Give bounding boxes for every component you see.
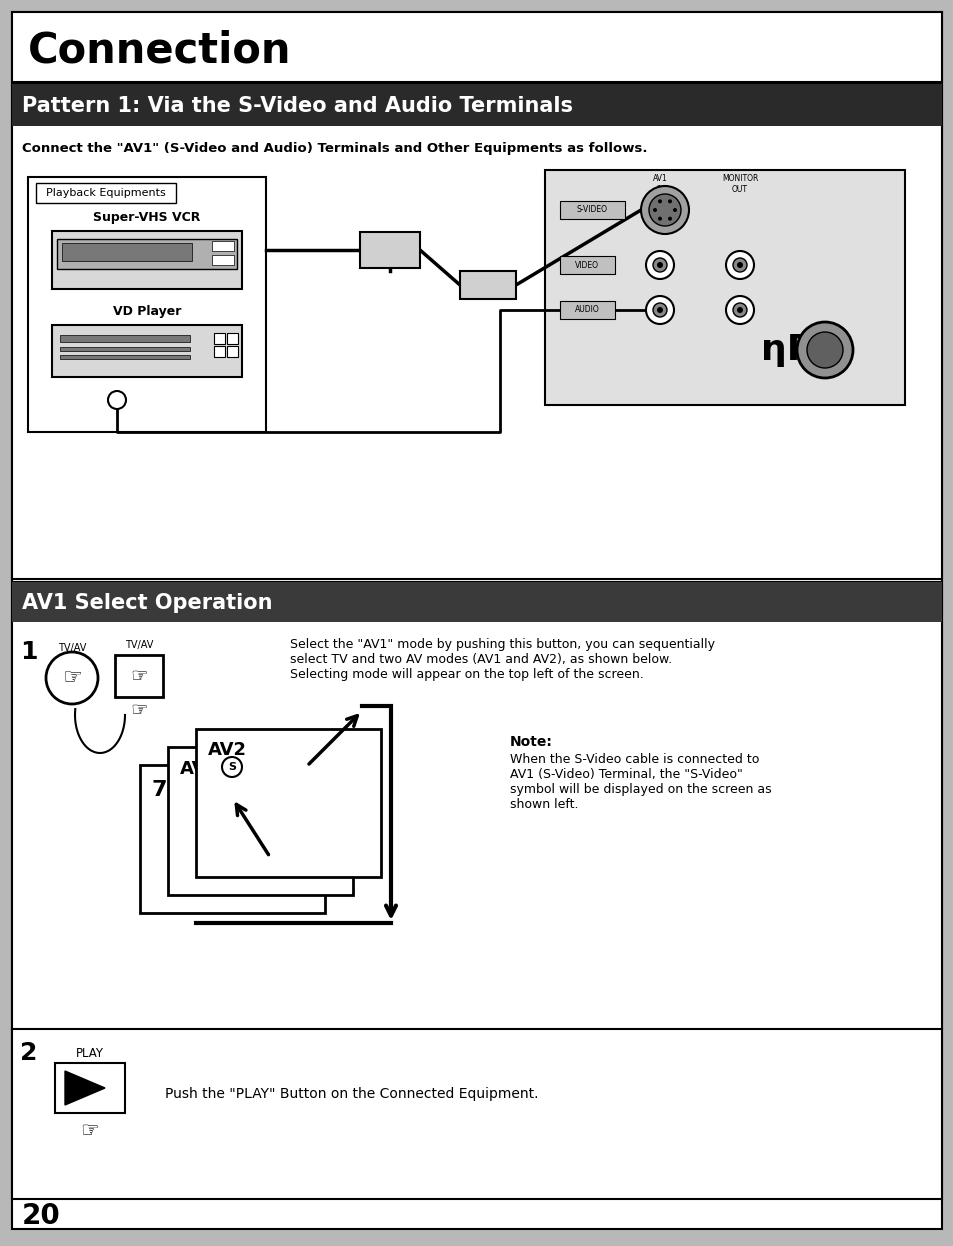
Text: MONITOR
OUT: MONITOR OUT: [721, 174, 758, 193]
Text: Playback Equipments: Playback Equipments: [46, 188, 166, 198]
Text: Connect the "AV1" (S-Video and Audio) Terminals and Other Equipments as follows.: Connect the "AV1" (S-Video and Audio) Te…: [22, 142, 647, 155]
Bar: [168, 748, 353, 895]
Circle shape: [667, 217, 671, 221]
Bar: [559, 302, 615, 319]
Bar: [60, 355, 190, 359]
Text: AV2: AV2: [208, 741, 247, 759]
Bar: [544, 169, 904, 405]
Text: ☞: ☞: [81, 1121, 99, 1141]
Circle shape: [652, 208, 657, 212]
Circle shape: [648, 194, 680, 226]
Bar: [12, 582, 941, 622]
Text: VD Player: VD Player: [112, 304, 181, 318]
Text: AV1: AV1: [180, 760, 219, 778]
Circle shape: [732, 303, 746, 316]
Text: 7: 7: [152, 780, 168, 800]
Bar: [559, 255, 615, 274]
Circle shape: [652, 303, 666, 316]
Circle shape: [672, 208, 677, 212]
Text: ☞: ☞: [131, 701, 148, 720]
Circle shape: [658, 217, 661, 221]
Circle shape: [658, 199, 661, 203]
Circle shape: [652, 258, 666, 272]
Text: S-VIDEO: S-VIDEO: [576, 206, 607, 214]
Bar: [57, 239, 236, 269]
Circle shape: [806, 331, 842, 368]
Bar: [28, 177, 266, 432]
Bar: [52, 325, 242, 378]
Bar: [62, 243, 192, 260]
Text: Note:: Note:: [510, 735, 553, 749]
Text: Super-VHS VCR: Super-VHS VCR: [93, 211, 200, 223]
Text: TV/AV: TV/AV: [58, 643, 86, 653]
Circle shape: [737, 262, 742, 268]
Circle shape: [657, 262, 662, 268]
Bar: [115, 655, 163, 697]
Text: AUDIO: AUDIO: [574, 305, 598, 314]
Circle shape: [796, 321, 852, 378]
Circle shape: [725, 297, 753, 324]
Circle shape: [640, 186, 688, 234]
Text: VIDEO: VIDEO: [575, 260, 598, 269]
Bar: [52, 231, 242, 289]
Text: AV1
IN: AV1 IN: [652, 174, 667, 193]
Text: AV1 Select Operation: AV1 Select Operation: [22, 593, 273, 613]
Text: ηΓ: ηΓ: [760, 333, 808, 368]
Circle shape: [645, 297, 673, 324]
Text: Push the "PLAY" Button on the Connected Equipment.: Push the "PLAY" Button on the Connected …: [165, 1087, 537, 1101]
Circle shape: [645, 250, 673, 279]
Circle shape: [657, 307, 662, 313]
Text: ☞: ☞: [131, 667, 148, 685]
Text: 20: 20: [22, 1202, 61, 1230]
Bar: [227, 346, 237, 358]
Text: 2: 2: [20, 1040, 37, 1065]
Text: Pattern 1: Via the S-Video and Audio Terminals: Pattern 1: Via the S-Video and Audio Ter…: [22, 96, 573, 116]
Text: PLAY: PLAY: [76, 1047, 104, 1060]
Bar: [359, 232, 419, 268]
Bar: [212, 255, 233, 265]
Bar: [459, 270, 516, 299]
Bar: [213, 346, 225, 358]
Circle shape: [737, 307, 742, 313]
Circle shape: [725, 250, 753, 279]
Text: TV/AV: TV/AV: [125, 640, 153, 650]
Bar: [195, 729, 380, 877]
Circle shape: [667, 199, 671, 203]
Text: S: S: [228, 763, 235, 773]
Bar: [60, 335, 190, 341]
Text: ☞: ☞: [62, 668, 82, 688]
Bar: [12, 12, 941, 82]
Bar: [213, 333, 225, 344]
Bar: [212, 240, 233, 250]
Bar: [559, 201, 624, 219]
Circle shape: [46, 652, 98, 704]
Text: When the S-Video cable is connected to
AV1 (S-Video) Terminal, the "S-Video"
sym: When the S-Video cable is connected to A…: [510, 753, 771, 811]
Text: Connection: Connection: [28, 30, 292, 71]
Bar: [55, 1063, 125, 1113]
Circle shape: [222, 758, 242, 778]
Bar: [60, 346, 190, 351]
Circle shape: [108, 391, 126, 409]
Bar: [12, 83, 941, 579]
Bar: [36, 183, 175, 203]
Text: 1: 1: [20, 640, 37, 664]
Bar: [12, 582, 941, 1199]
Text: Select the "AV1" mode by pushing this button, you can sequentially
select TV and: Select the "AV1" mode by pushing this bu…: [290, 638, 714, 682]
Bar: [227, 333, 237, 344]
Polygon shape: [65, 1072, 105, 1105]
Bar: [12, 83, 941, 126]
Bar: [140, 765, 325, 913]
Circle shape: [732, 258, 746, 272]
